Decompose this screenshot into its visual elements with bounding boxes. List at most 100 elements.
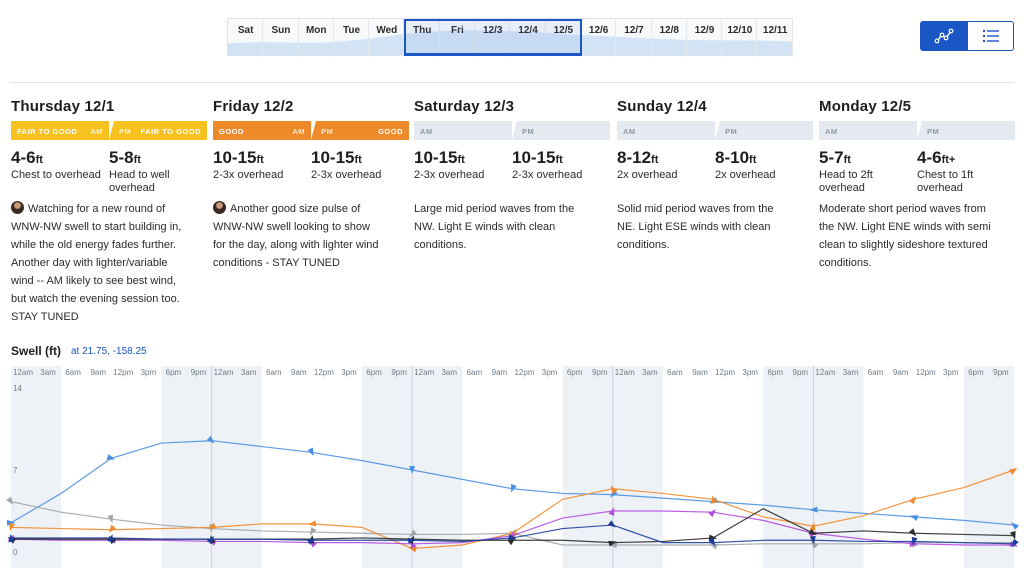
am-condition: AM xyxy=(414,121,512,140)
swell-direction-arrow xyxy=(607,520,616,528)
swell-direction-arrow xyxy=(909,515,919,521)
height-unit: ft+ xyxy=(941,154,956,166)
y-tick-label: 7 xyxy=(13,466,18,475)
pm-label: PM xyxy=(119,127,132,136)
day-label[interactable]: Sun xyxy=(263,19,299,57)
condition-rating-bar: AM PM xyxy=(617,121,813,140)
day-timeline[interactable]: Sat Sun Mon Tue Wed Thu Fri 12/3 12/4 12/5 12/6 12/… xyxy=(227,18,794,57)
y-tick-label: 0 xyxy=(13,548,18,557)
swell-direction-arrow xyxy=(710,495,717,504)
day-label[interactable]: Wed xyxy=(369,19,405,57)
am-height-description: 2-3x overhead xyxy=(213,169,284,181)
swell-direction-arrow xyxy=(8,533,15,543)
swell-direction-arrow xyxy=(307,520,317,527)
swell-direction-arrow xyxy=(708,534,718,541)
height-unit: ft xyxy=(133,154,141,166)
hour-tick-label: 3pm xyxy=(943,368,959,377)
am-height-value: 8-12ft xyxy=(617,148,659,167)
pm-label: PM xyxy=(927,127,940,136)
pm-height-description: 2x overhead xyxy=(715,169,776,181)
swell-direction-arrow xyxy=(307,447,314,457)
day-label[interactable]: 12/7 xyxy=(616,19,652,57)
view-toggle[interactable] xyxy=(920,21,1024,51)
swell-chart[interactable]: 12am 3am 6am 9am 12pm 3pm 6pm 9pm 12am 3am 6am 9am 1… xyxy=(0,362,1024,578)
night-shade xyxy=(963,366,1014,568)
hour-tick-label: 6am xyxy=(266,368,282,377)
swell-direction-arrow xyxy=(208,522,217,530)
swell-direction-arrow xyxy=(608,507,615,516)
day-label[interactable]: 12/9 xyxy=(687,19,723,57)
forecaster-observation: Moderate short period waves from the NW.… xyxy=(819,203,991,269)
swell-direction-arrow xyxy=(107,534,113,543)
swell-direction-arrow xyxy=(1010,522,1019,530)
night-shade xyxy=(211,366,262,568)
night-shade xyxy=(612,366,663,568)
swell-direction-arrow xyxy=(409,465,416,474)
swell-direction-arrow xyxy=(108,524,117,533)
am-height-value: 5-7ft xyxy=(819,148,851,167)
graph-view-button[interactable] xyxy=(920,21,967,51)
hour-tick-label: 3am xyxy=(241,368,257,377)
hour-tick-label: 6pm xyxy=(366,368,382,377)
am-rating-label: FAIR TO GOOD xyxy=(17,127,78,136)
pm-wave-height: 10-15ft 2-3x overhead xyxy=(311,148,409,194)
swell-direction-arrow xyxy=(206,536,215,545)
hour-tick-label: 12pm xyxy=(514,368,534,377)
day-label[interactable]: Tue xyxy=(334,19,370,57)
day-label[interactable]: Fri xyxy=(440,19,476,57)
condition-rating-bar: AM PM xyxy=(414,121,610,140)
swell-direction-arrow xyxy=(107,514,114,524)
hour-tick-label: 9pm xyxy=(993,368,1009,377)
hour-tick-label: 12pm xyxy=(113,368,133,377)
pm-height-description: 2-3x overhead xyxy=(512,169,583,181)
night-shade xyxy=(412,366,463,568)
day-label[interactable]: 12/8 xyxy=(652,19,688,57)
day-label[interactable]: 12/3 xyxy=(475,19,511,57)
day-label[interactable]: Thu xyxy=(405,19,441,57)
hour-tick-label: 12pm xyxy=(314,368,334,377)
swell-direction-arrow xyxy=(908,495,916,505)
hour-tick-label: 12am xyxy=(414,368,434,377)
forecaster-avatar xyxy=(213,201,226,214)
pm-height-description: Head to well overhead xyxy=(109,169,170,194)
hour-tick-label: 6pm xyxy=(767,368,783,377)
hour-tick-label: 3am xyxy=(441,368,457,377)
day-label[interactable]: Mon xyxy=(299,19,335,57)
y-tick-label: 14 xyxy=(13,384,22,393)
swell-direction-arrow xyxy=(809,506,818,513)
hour-tick-label: 3pm xyxy=(742,368,758,377)
height-unit: ft xyxy=(457,154,465,166)
day-label[interactable]: 12/10 xyxy=(722,19,758,57)
hour-tick-label: 12am xyxy=(13,368,33,377)
height-unit: ft xyxy=(651,154,659,166)
hour-tick-label: 12am xyxy=(615,368,635,377)
swell-direction-arrow xyxy=(206,435,215,444)
forecaster-avatar xyxy=(11,201,24,214)
pm-condition: PM xyxy=(917,121,1015,140)
list-icon xyxy=(982,29,999,43)
forecast-day-saturday: Saturday 12/3 AM PM 10-15ft 2-3x overhead 10-… xyxy=(414,98,610,254)
hour-tick-label: 9am xyxy=(90,368,106,377)
graph-icon xyxy=(934,28,953,44)
day-label[interactable]: Sat xyxy=(228,19,264,57)
day-label[interactable]: 12/11 xyxy=(758,19,794,57)
hour-tick-label: 12am xyxy=(214,368,234,377)
hour-tick-label: 3am xyxy=(40,368,56,377)
pm-wave-height: 5-8ft Head to well overhead xyxy=(109,148,207,194)
hour-tick-label: 9pm xyxy=(592,368,608,377)
swell-direction-arrow xyxy=(708,537,716,547)
wave-heights: 8-12ft 2x overhead 8-10ft 2x overhead xyxy=(617,148,813,194)
am-condition: AM xyxy=(819,121,917,140)
day-label[interactable]: 12/4 xyxy=(510,19,546,57)
condition-rating-bar: GOOD AM PM GOOD xyxy=(213,121,409,140)
divider xyxy=(10,82,1014,83)
am-height-description: 2x overhead xyxy=(617,169,678,181)
list-view-button[interactable] xyxy=(967,21,1014,51)
swell-direction-arrow xyxy=(1009,467,1018,475)
hour-tick-label: 9am xyxy=(893,368,909,377)
am-condition: AM xyxy=(617,121,715,140)
selected-days-window[interactable] xyxy=(404,19,582,56)
day-label[interactable]: 12/6 xyxy=(581,19,617,57)
swell-location-link[interactable]: at 21.75, -158.25 xyxy=(71,346,147,357)
am-condition: FAIR TO GOOD AM xyxy=(11,121,109,140)
